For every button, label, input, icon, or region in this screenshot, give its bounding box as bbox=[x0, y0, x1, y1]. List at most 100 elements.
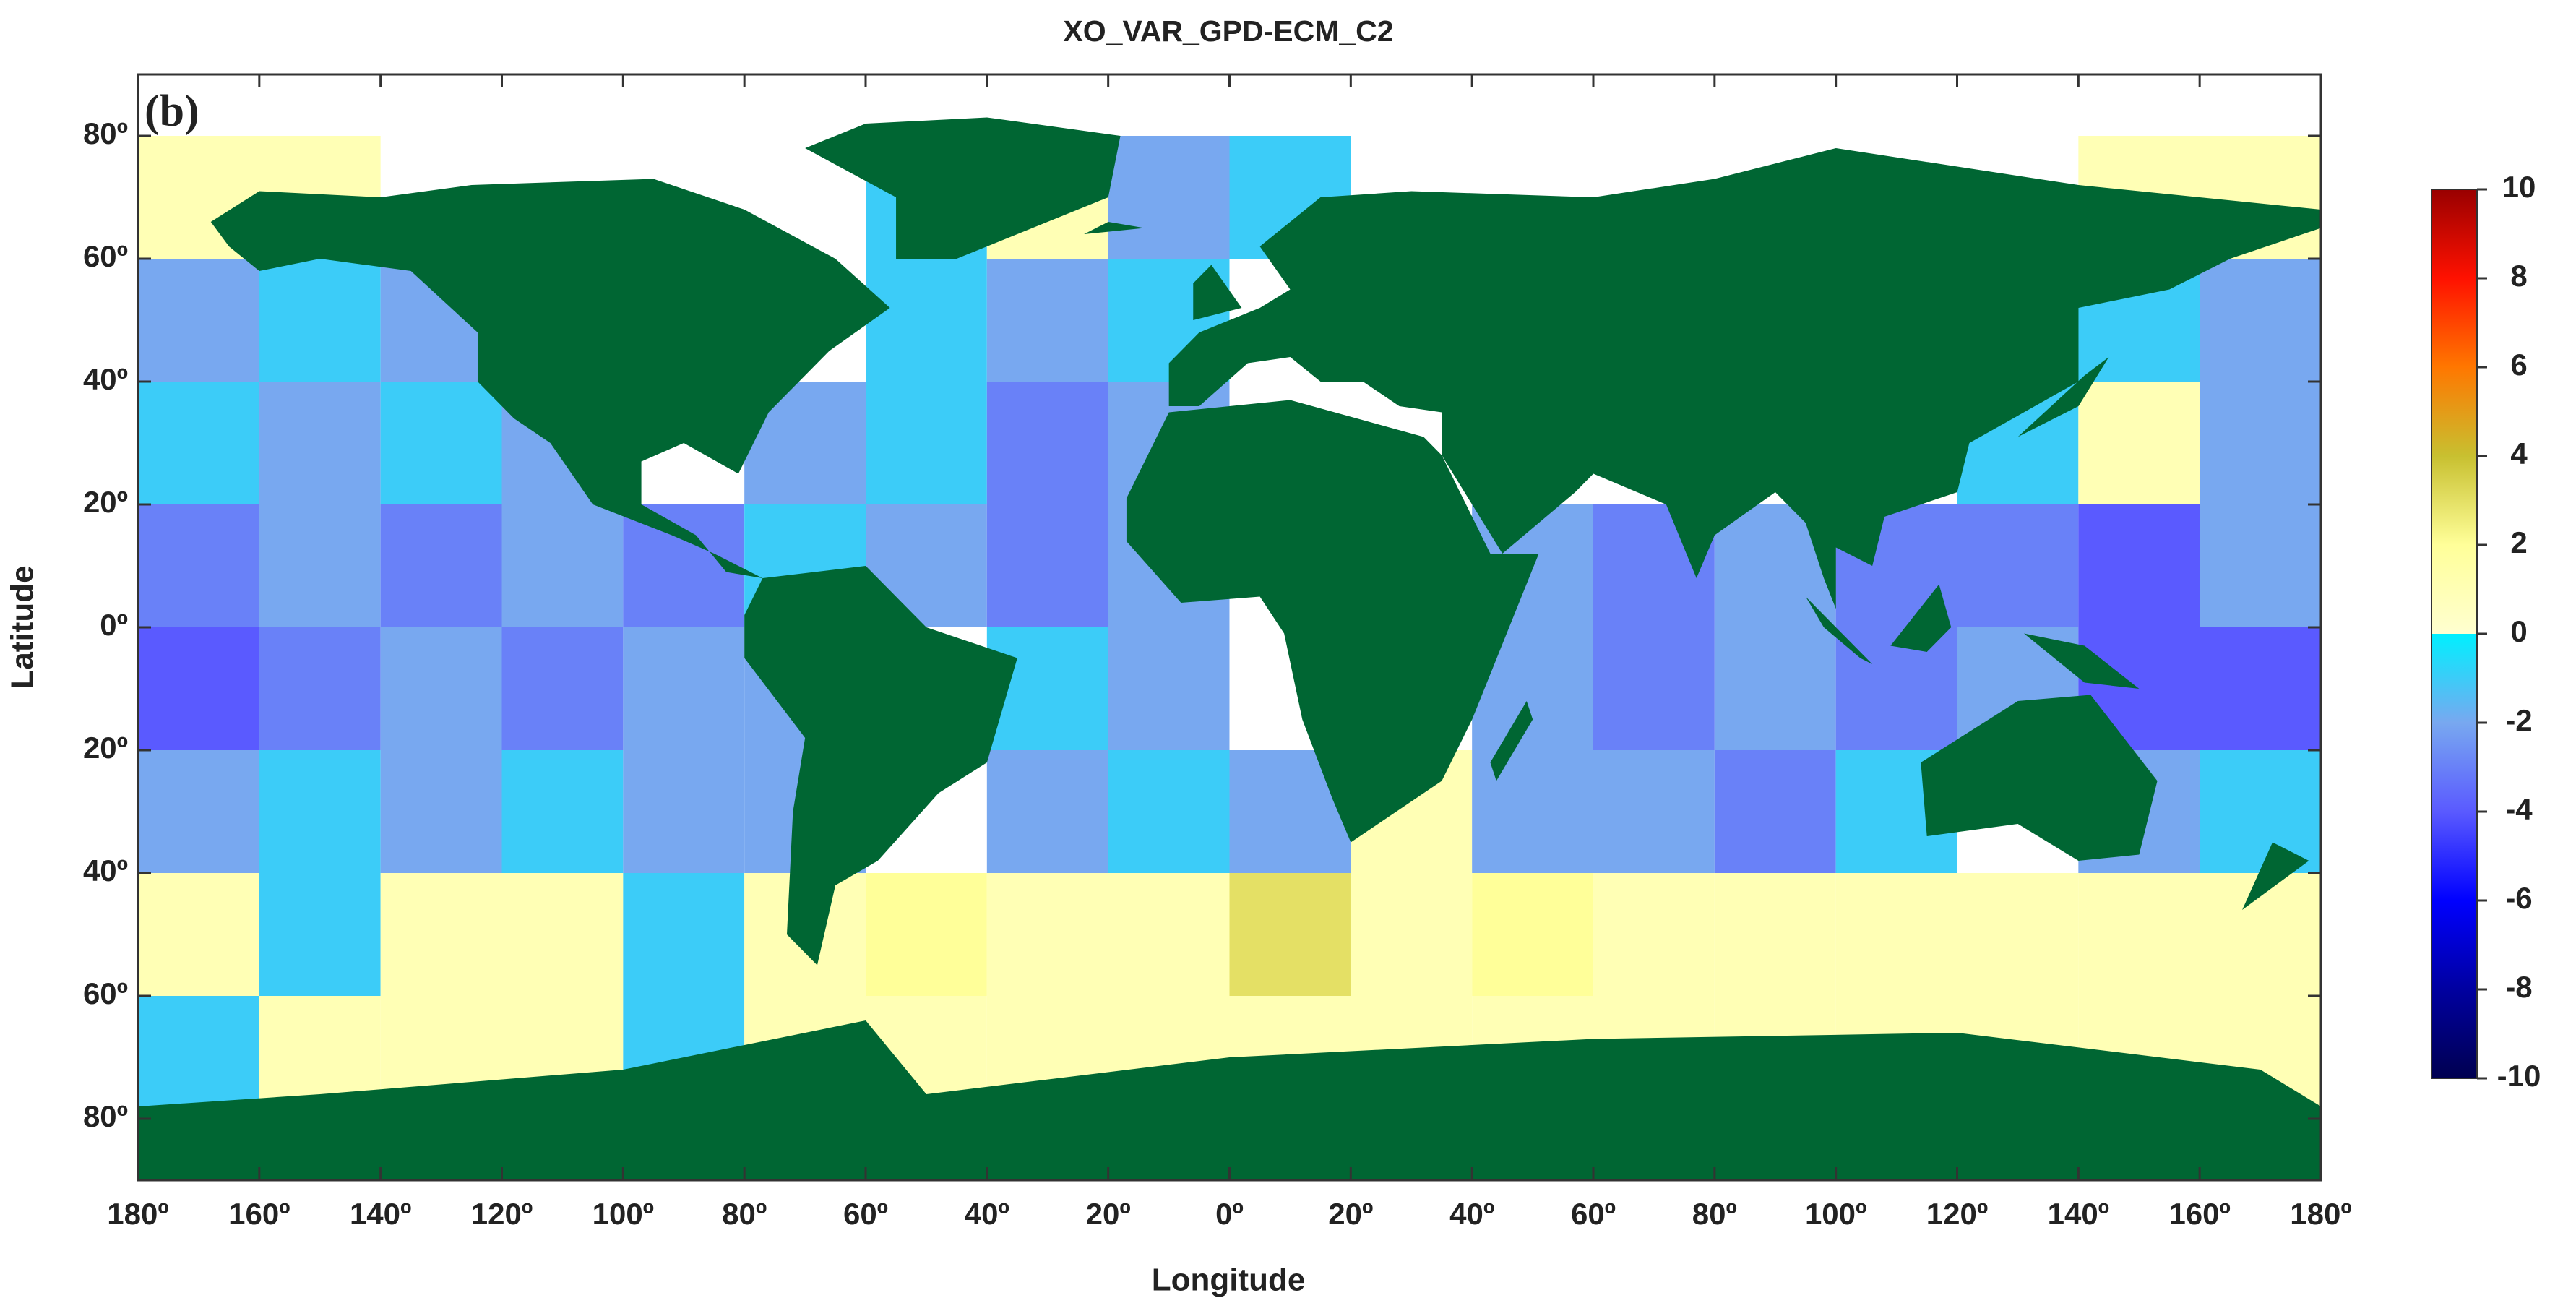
colorbar-tick-label: -10 bbox=[2497, 1059, 2541, 1093]
x-axis-label: Longitude bbox=[1152, 1263, 1306, 1298]
heatmap-cell bbox=[623, 873, 745, 996]
y-tick-label: 40º bbox=[83, 854, 128, 887]
heatmap-cell bbox=[1351, 873, 1473, 996]
heatmap-cell bbox=[501, 627, 624, 750]
heatmap-cell bbox=[1472, 873, 1593, 996]
heatmap-cell bbox=[259, 504, 381, 627]
y-axis-label: Latitude bbox=[5, 565, 40, 689]
panel-label: (b) bbox=[145, 87, 199, 136]
heatmap-cell bbox=[2200, 504, 2321, 627]
heatmap-cell bbox=[138, 382, 259, 504]
heatmap-cell bbox=[501, 750, 624, 873]
heatmap-cell bbox=[1714, 750, 1836, 873]
heatmap-cell bbox=[259, 259, 381, 382]
y-tick-label: 60º bbox=[83, 976, 128, 1010]
colorbar-tick-label: -8 bbox=[2505, 970, 2532, 1004]
y-tick-label: 0º bbox=[100, 608, 128, 642]
colorbar-tick-label: -4 bbox=[2505, 792, 2533, 826]
heatmap-cell bbox=[2078, 382, 2200, 504]
heatmap-cell bbox=[259, 382, 381, 504]
heatmap-cell bbox=[380, 504, 502, 627]
heatmap-cell bbox=[866, 382, 987, 504]
land bbox=[1084, 222, 1145, 234]
heatmap-cell bbox=[259, 873, 381, 996]
land bbox=[744, 566, 1017, 966]
heatmap-cell bbox=[2200, 382, 2321, 504]
colorbar-tick-label: 10 bbox=[2502, 170, 2536, 204]
heatmap-cell bbox=[623, 627, 745, 750]
land bbox=[2023, 633, 2140, 689]
heatmap-cell bbox=[138, 504, 259, 627]
heatmap-cell bbox=[1108, 627, 1230, 750]
heatmap-cell bbox=[623, 750, 745, 873]
heatmap-cell bbox=[2078, 873, 2200, 996]
x-tick-label: 140º bbox=[2048, 1197, 2109, 1231]
land bbox=[1193, 265, 1242, 320]
heatmap-cell bbox=[138, 627, 259, 750]
heatmap-cell bbox=[259, 750, 381, 873]
heatmap-cell bbox=[138, 996, 259, 1119]
heatmap-cell bbox=[2200, 750, 2321, 873]
x-tick-label: 80º bbox=[1692, 1197, 1737, 1231]
heatmap-cell bbox=[1957, 504, 2079, 627]
heatmap-cell bbox=[380, 750, 502, 873]
heatmap-cell bbox=[986, 382, 1108, 504]
colorbar-tick-label: 0 bbox=[2510, 614, 2527, 648]
heatmap-cell bbox=[2078, 504, 2200, 627]
heatmap-cell bbox=[866, 259, 987, 382]
colorbar-tick-label: -6 bbox=[2505, 881, 2532, 915]
heatmap-cell bbox=[1593, 627, 1715, 750]
heatmap-cell bbox=[380, 382, 502, 504]
y-tick-label: 80º bbox=[83, 116, 128, 150]
heatmap-cell bbox=[1957, 873, 2079, 996]
y-tick-label: 40º bbox=[83, 362, 128, 396]
x-tick-label: 140º bbox=[350, 1197, 411, 1231]
heatmap-cell bbox=[986, 504, 1108, 627]
heatmap-cell bbox=[380, 873, 502, 996]
heatmap-cell bbox=[259, 627, 381, 750]
x-tick-label: 180º bbox=[2290, 1197, 2351, 1231]
heatmap-cell bbox=[1593, 873, 1715, 996]
x-tick-label: 100º bbox=[1805, 1197, 1866, 1231]
y-tick-label: 20º bbox=[83, 485, 128, 519]
x-tick-label: 160º bbox=[228, 1197, 290, 1231]
heatmap-cell bbox=[1593, 750, 1715, 873]
y-tick-label: 60º bbox=[83, 239, 128, 273]
heatmap-cell bbox=[1714, 873, 1836, 996]
x-tick-label: 80º bbox=[722, 1197, 767, 1231]
x-tick-label: 40º bbox=[965, 1197, 1009, 1231]
heatmap-cell bbox=[986, 259, 1108, 382]
land bbox=[1921, 695, 2158, 861]
colorbar-tick-label: 2 bbox=[2510, 525, 2527, 559]
heatmap-cell bbox=[986, 750, 1108, 873]
y-tick-label: 80º bbox=[83, 1099, 128, 1133]
y-tick-label: 20º bbox=[83, 731, 128, 765]
x-tick-label: 160º bbox=[2168, 1197, 2230, 1231]
colorbar-tick-label: 6 bbox=[2510, 348, 2527, 382]
heatmap-cell bbox=[1835, 873, 1957, 996]
x-tick-label: 60º bbox=[843, 1197, 888, 1231]
heatmap-cell bbox=[1472, 750, 1593, 873]
x-tick-label: 120º bbox=[1926, 1197, 1988, 1231]
x-tick-label: 40º bbox=[1449, 1197, 1494, 1231]
colorbar-tick-label: 8 bbox=[2510, 259, 2527, 293]
land bbox=[1126, 400, 1539, 843]
heatmap-cell bbox=[380, 627, 502, 750]
land bbox=[1890, 584, 1952, 652]
colorbar bbox=[2431, 189, 2478, 1079]
land-layer bbox=[138, 117, 2322, 1180]
x-tick-label: 100º bbox=[593, 1197, 654, 1231]
colorbar-tick-label: -2 bbox=[2505, 703, 2532, 737]
heatmap-cell bbox=[1229, 873, 1351, 996]
heatmap-cell bbox=[1108, 750, 1230, 873]
land bbox=[1168, 148, 2322, 609]
x-tick-label: 180º bbox=[107, 1197, 168, 1231]
heatmap-cell bbox=[501, 873, 624, 996]
heatmap-cell bbox=[138, 873, 259, 996]
heatmap-cell bbox=[138, 259, 259, 382]
heatmap-cell bbox=[1108, 136, 1230, 259]
x-tick-label: 20º bbox=[1086, 1197, 1131, 1231]
land bbox=[2242, 842, 2309, 910]
heatmap-cell bbox=[1108, 873, 1230, 996]
